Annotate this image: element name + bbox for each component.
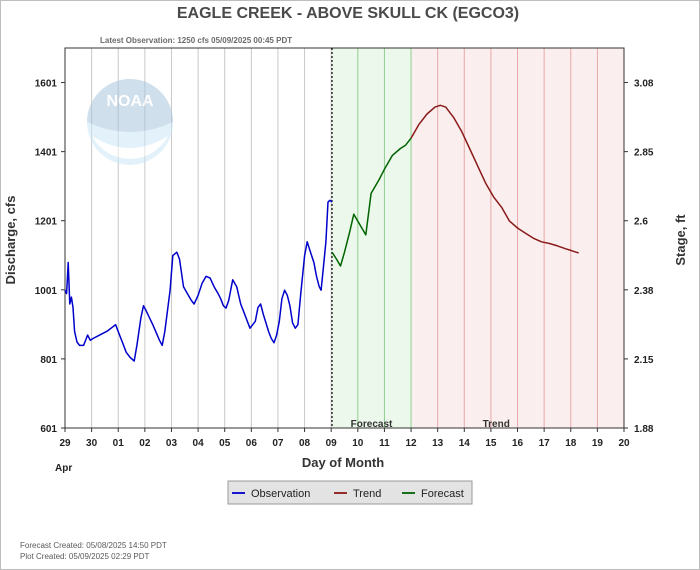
x-tick-label: 13: [432, 438, 444, 449]
y-tick-label: 801: [40, 355, 57, 366]
forecast-band: [331, 48, 412, 428]
x-tick-label: 30: [86, 438, 98, 449]
plot-created: Plot Created: 05/09/2025 02:29 PDT: [20, 552, 150, 561]
x-tick-label: 17: [539, 438, 551, 449]
right-tick-label: 2.15: [634, 355, 654, 366]
x-tick-label: 15: [485, 438, 497, 449]
latest-observation: Latest Observation: 1250 cfs 05/09/2025 …: [100, 36, 292, 45]
y-tick-label: 1401: [35, 148, 58, 159]
y-axis-right-title: Stage, ft: [673, 214, 688, 266]
x-tick-label: 29: [59, 438, 71, 449]
x-axis-title: Day of Month: [302, 455, 384, 470]
forecast-created: Forecast Created: 05/08/2025 14:50 PDT: [20, 541, 167, 550]
right-tick-label: 2.85: [634, 148, 654, 159]
x-tick-label: 08: [299, 438, 311, 449]
x-axis: 29 30 01 02 03 04 05 06 07 08 09 10 11 12 13 14 15 16 17 18…: [59, 428, 630, 449]
x-subtick-label: Apr: [55, 463, 72, 474]
noaa-logo-icon: NOAA: [87, 79, 173, 165]
noaa-logo-text: NOAA: [106, 93, 154, 110]
legend-label: Observation: [251, 488, 310, 500]
chart-legend: Observation Trend Forecast: [227, 480, 473, 505]
x-tick-label: 04: [193, 438, 205, 449]
right-tick-label: 2.6: [634, 217, 648, 228]
right-tick-label: 3.08: [634, 79, 654, 90]
bands-layer: [331, 48, 624, 428]
x-tick-label: 03: [166, 438, 178, 449]
right-tick-label: 2.38: [634, 286, 654, 297]
x-tick-label: 18: [565, 438, 577, 449]
forecast-band-label: Forecast: [351, 419, 393, 430]
y-tick-label: 1201: [35, 217, 58, 228]
x-tick-label: 02: [139, 438, 151, 449]
series-forecast: [331, 137, 412, 267]
x-tick-label: 20: [618, 438, 630, 449]
x-tick-label: 14: [459, 438, 471, 449]
x-tick-label: 05: [219, 438, 231, 449]
x-tick-label: 19: [592, 438, 604, 449]
x-tick-label: 06: [246, 438, 258, 449]
x-tick-label: 10: [352, 438, 364, 449]
right-tick-label: 1.88: [634, 424, 654, 435]
series-trend: [410, 104, 579, 254]
series-layer: [64, 104, 579, 362]
x-tick-label: 07: [272, 438, 284, 449]
plot-area: [64, 47, 625, 429]
trend-band-label: Trend: [483, 419, 510, 430]
series-observation: [64, 199, 333, 362]
chart-title: EAGLE CREEK - ABOVE SKULL CK (EGCO3): [177, 5, 519, 22]
y-tick-label: 601: [40, 424, 57, 435]
y-tick-label: 1601: [35, 79, 58, 90]
y-axis-right: 1.88 2.15 2.38 2.6 2.85 3.08: [624, 79, 654, 435]
x-tick-label: 16: [512, 438, 524, 449]
legend-label: Trend: [353, 488, 381, 500]
x-tick-label: 12: [405, 438, 417, 449]
y-axis-left-title: Discharge, cfs: [3, 196, 18, 285]
x-tick-label: 11: [379, 438, 390, 449]
y-axis-left: 601 801 1001 1201 1401 1601: [35, 79, 65, 435]
grid-layer: [91, 48, 598, 428]
legend-label: Forecast: [421, 488, 464, 500]
y-tick-label: 1001: [35, 286, 58, 297]
x-tick-label: 01: [113, 438, 125, 449]
x-tick-label: 09: [326, 438, 338, 449]
